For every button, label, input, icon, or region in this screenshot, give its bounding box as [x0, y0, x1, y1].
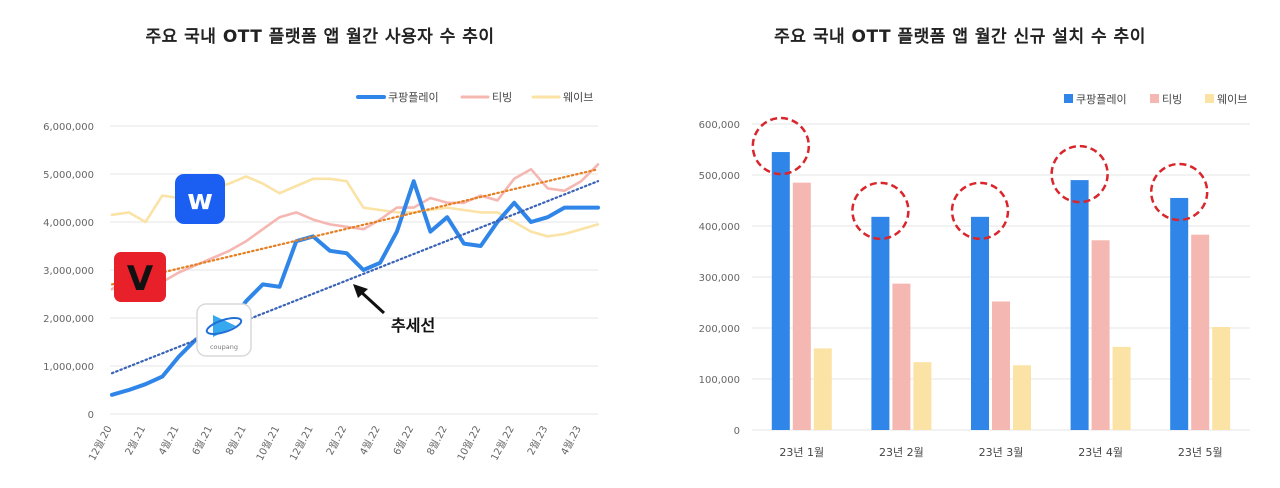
bar: [1191, 234, 1210, 430]
x-tick-label: 10월.21: [254, 424, 282, 463]
y-tick-label: 0: [734, 426, 740, 437]
tving-logo-icon: [114, 252, 166, 302]
legend-label: 티빙: [492, 91, 512, 104]
highlight-circle: [751, 116, 811, 176]
legend-swatch: [1150, 94, 1159, 103]
y-tick-label: 100,000: [699, 375, 740, 386]
left-chart-panel: 주요 국내 OTT 플랫폼 앱 월간 사용자 수 추이 0 1,000,000 2,…: [43, 27, 600, 463]
highlight-circle: [1149, 162, 1209, 222]
y-tick-label: 5,000,000: [43, 170, 94, 181]
y-tick-label: 400,000: [699, 222, 740, 233]
bar-chart: 0 100,000 200,000 300,000 400,000 500,000 600,…: [699, 93, 1250, 459]
y-tick-label: 600,000: [699, 120, 740, 131]
right-chart-panel: 주요 국내 OTT 플랫폼 앱 월간 신규 설치 수 추이 0 100,000 20…: [640, 0, 1280, 488]
y-tick-label: 1,000,000: [43, 362, 94, 373]
right-chart-title: 주요 국내 OTT 플랫폼 앱 월간 신규 설치 수 추이: [774, 27, 1146, 47]
y-tick-label: 6,000,000: [43, 122, 94, 133]
bar: [992, 301, 1010, 430]
x-category-label: 23년 4월: [1078, 446, 1123, 459]
bar: [771, 152, 790, 431]
x-tick-label: 2월.23: [525, 424, 550, 457]
x-tick-label: 4월.23: [559, 424, 584, 457]
y-tick-label: 4,000,000: [43, 218, 94, 229]
bar: [1170, 197, 1189, 430]
tving-logo-letter: V: [127, 259, 154, 299]
x-tick-label: 4월.22: [357, 424, 382, 457]
bar: [1070, 180, 1089, 430]
x-tick-label: 8월.21: [223, 424, 248, 457]
annotation-arrow-head-icon: [353, 284, 368, 298]
y-tick-label: 3,000,000: [43, 266, 94, 277]
x-tick-label: 12월.21: [287, 424, 315, 463]
bar: [1212, 326, 1231, 430]
legend-label: 티빙: [1162, 93, 1182, 106]
highlight-circle: [851, 181, 910, 241]
bar: [913, 362, 932, 430]
bar: [971, 216, 989, 430]
y-tick-label: 500,000: [699, 171, 740, 182]
wavve-logo-icon: [175, 174, 225, 224]
coupang-play-orbit-icon: [205, 317, 243, 335]
bar: [792, 182, 811, 430]
bar: [1013, 365, 1031, 430]
left-chart-title: 주요 국내 OTT 플랫폼 앱 월간 사용자 수 추이: [145, 27, 495, 47]
legend-label: 웨이브: [1217, 93, 1247, 106]
series-line-2: [110, 163, 600, 291]
x-category-label: 23년 3월: [979, 446, 1024, 459]
bar: [892, 283, 911, 430]
x-category-label: 23년 2월: [879, 446, 924, 459]
x-tick-label: 6월.21: [190, 424, 215, 457]
legend-label: 쿠팡플레이: [1076, 93, 1127, 106]
y-tick-label: 200,000: [699, 324, 740, 335]
series-line-1: [110, 179, 600, 397]
bar: [871, 216, 890, 430]
coupang-logo-word: coupang: [210, 343, 238, 351]
y-tick-label: 2,000,000: [43, 314, 94, 325]
legend-swatch: [1064, 94, 1073, 103]
x-tick-label: 6월.22: [391, 424, 416, 457]
x-category-label: 23년 1월: [779, 446, 824, 459]
x-tick-label: 12월.20: [86, 424, 114, 463]
x-tick-label: 4월.21: [156, 424, 181, 457]
x-tick-label: 2월.22: [324, 424, 349, 457]
trendline-annotation: 추세선: [391, 316, 435, 335]
bar: [1091, 240, 1110, 430]
x-tick-label: 8월.22: [424, 424, 449, 457]
trendline-2: [110, 168, 600, 286]
x-tick-label: 12월.22: [489, 424, 517, 463]
y-tick-label: 300,000: [699, 273, 740, 284]
legend-swatch: [1205, 94, 1214, 103]
x-category-label: 23년 5월: [1178, 446, 1223, 459]
trendline-1: [110, 180, 600, 375]
legend-label: 쿠팡플레이: [388, 91, 439, 104]
x-tick-label: 10월.22: [455, 424, 483, 463]
x-tick-label: 2월.21: [123, 424, 148, 457]
line-chart: 0 1,000,000 2,000,000 3,000,000 4,000,000 5,0…: [43, 91, 600, 463]
legend-label: 웨이브: [563, 91, 593, 104]
wavve-logo-letter: w: [187, 183, 213, 216]
annotation-arrow-shaft: [358, 289, 386, 315]
bar: [813, 348, 832, 430]
y-tick-label: 0: [88, 410, 94, 421]
highlight-circle: [950, 181, 1010, 241]
bar: [1112, 346, 1131, 430]
